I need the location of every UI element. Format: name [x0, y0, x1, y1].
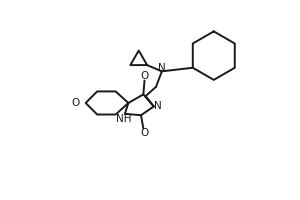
Text: N: N — [158, 63, 166, 73]
Text: NH: NH — [116, 114, 131, 124]
Text: O: O — [140, 128, 148, 138]
Text: N: N — [154, 101, 162, 111]
Text: O: O — [140, 71, 148, 81]
Text: O: O — [71, 98, 80, 108]
